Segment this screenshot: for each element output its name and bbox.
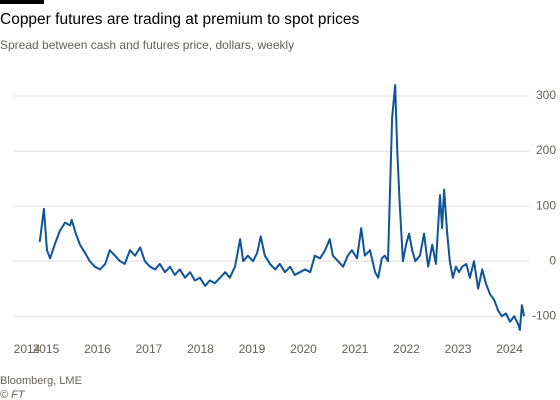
chart-subtitle: Spread between cash and futures price, d…	[0, 38, 294, 52]
y-tick-label: 200	[536, 143, 556, 157]
source: Bloomberg, LME	[0, 375, 82, 387]
x-tick-label: 2018	[187, 342, 214, 356]
x-tick-label: 2023	[445, 342, 472, 356]
x-tick-label: 2014	[14, 342, 41, 356]
x-tick-label: 2015	[33, 342, 60, 356]
data-line	[38, 84, 525, 331]
y-tick-label: -100	[532, 308, 556, 322]
x-tick-label: 2016	[84, 342, 111, 356]
x-tick-label: 2020	[290, 342, 317, 356]
x-tick-label: 2019	[239, 342, 266, 356]
y-tick-label: 0	[549, 253, 556, 267]
y-tick-label: 100	[536, 198, 556, 212]
credit: © FT	[0, 389, 26, 400]
brand-bar	[0, 0, 44, 4]
x-tick-label: 2017	[136, 342, 163, 356]
y-tick-label: 300	[536, 88, 556, 102]
x-tick-label: 2022	[393, 342, 420, 356]
x-tick-label: 2021	[342, 342, 369, 356]
x-tick-label: 2024	[496, 342, 523, 356]
chart-title: Copper futures are trading at premium to…	[0, 11, 360, 28]
